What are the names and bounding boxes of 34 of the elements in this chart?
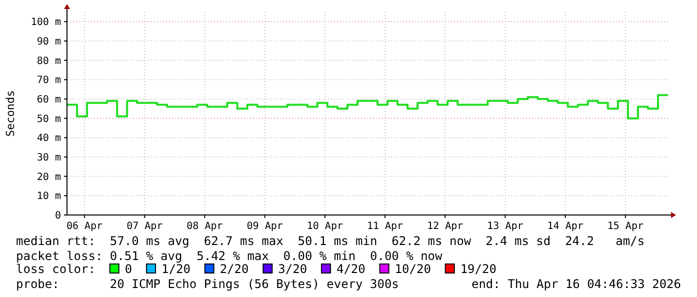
text: loss color: xyxy=(16,262,96,276)
text: median rtt: 57.0 ms avg 62.7 ms max 50.1 ms min 62.2 ms now 2.4 ms sd 24.2 am/s xyxy=(16,234,645,248)
x-tick-label: 10 Apr xyxy=(306,221,343,232)
y-tick-label: 20 m xyxy=(36,172,61,183)
y-tick-label: 0 xyxy=(54,210,61,222)
y-tick-label: 80 m xyxy=(36,56,61,67)
text: 19/20 xyxy=(460,262,496,276)
x-tick-label: 08 Apr xyxy=(186,221,223,232)
x-tick-label: 09 Apr xyxy=(246,221,283,232)
text: 10/20 xyxy=(394,262,431,276)
text: end: Thu Apr 16 04:46:33 2026 xyxy=(471,277,681,291)
x-tick-label: 15 Apr xyxy=(607,221,644,232)
x-tick-label: 07 Apr xyxy=(126,221,163,232)
x-tick-label: 06 Apr xyxy=(66,221,103,232)
text: 0 xyxy=(124,262,132,276)
y-tick-label: 40 m xyxy=(36,133,61,144)
text: packet loss: 0.51 % avg 5.42 % max 0.00 % min 0.00 % now xyxy=(16,249,444,263)
y-tick-label: 50 m xyxy=(36,114,61,125)
y-axis-title: Seconds xyxy=(4,90,17,137)
text: probe: 20 ICMP Echo Pings (56 Bytes) every 300s xyxy=(16,277,399,291)
x-tick-label: 12 Apr xyxy=(427,221,464,232)
y-tick-label: 10 m xyxy=(36,191,61,202)
text: 2/20 xyxy=(220,262,249,276)
text: 3/20 xyxy=(278,262,308,276)
text: 4/20 xyxy=(336,262,366,276)
y-tick-label: 60 m xyxy=(36,94,61,106)
x-tick-label: 14 Apr xyxy=(547,221,584,232)
y-tick-label: 30 m xyxy=(36,152,61,164)
y-tick-label: 100 m xyxy=(30,17,61,28)
y-tick-label: 90 m xyxy=(36,36,61,48)
text: 1/20 xyxy=(162,262,190,276)
x-tick-label: 11 Apr xyxy=(366,221,404,232)
x-tick-label: 13 Apr xyxy=(487,221,524,232)
y-tick-label: 70 m xyxy=(36,75,61,86)
